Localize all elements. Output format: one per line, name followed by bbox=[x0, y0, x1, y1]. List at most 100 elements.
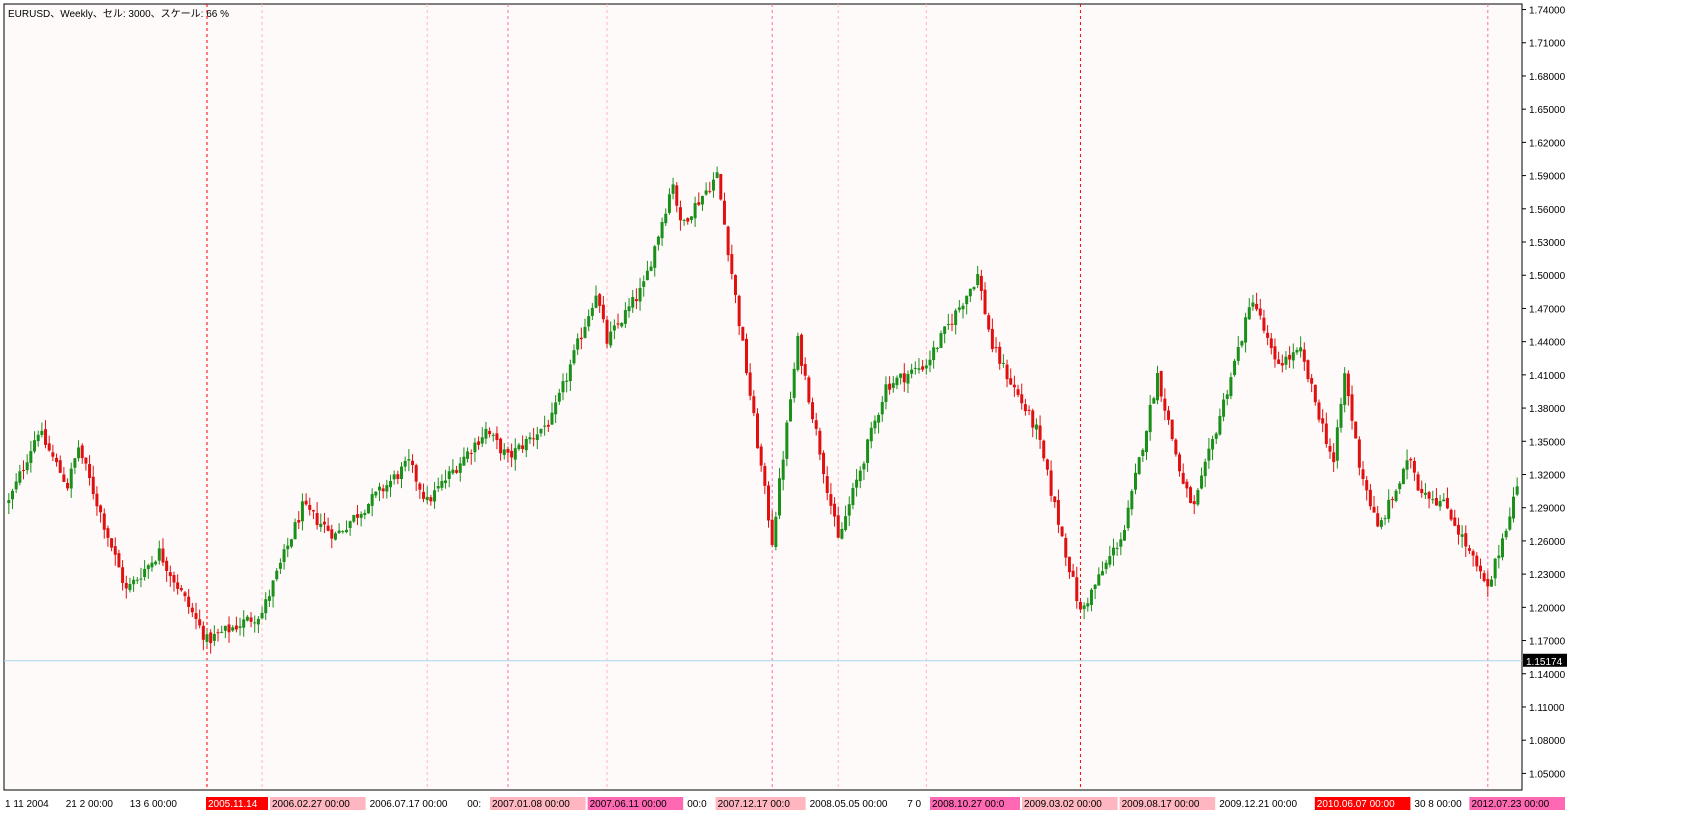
candle-up bbox=[1225, 394, 1229, 399]
candle-down bbox=[176, 582, 180, 589]
candle-up bbox=[1291, 352, 1295, 361]
candle-up bbox=[1251, 302, 1255, 307]
candle-down bbox=[1456, 524, 1460, 535]
candle-up bbox=[943, 326, 947, 334]
candle-up bbox=[528, 437, 532, 440]
candle-up bbox=[212, 633, 216, 641]
candle-down bbox=[994, 347, 998, 349]
candle-down bbox=[1174, 439, 1178, 455]
candle-down bbox=[719, 174, 723, 200]
candle-down bbox=[733, 275, 737, 295]
candle-up bbox=[1511, 496, 1515, 519]
y-tick-label: 1.62000 bbox=[1529, 138, 1566, 149]
candle-up bbox=[910, 369, 914, 374]
candle-down bbox=[1482, 573, 1486, 581]
x-highlight-label-bg bbox=[1314, 797, 1411, 810]
candle-up bbox=[642, 281, 646, 287]
candle-up bbox=[1089, 589, 1093, 606]
candle-down bbox=[124, 582, 128, 589]
candle-up bbox=[344, 529, 348, 533]
candle-up bbox=[1229, 377, 1233, 397]
candle-down bbox=[1321, 418, 1325, 424]
candle-down bbox=[198, 619, 202, 626]
candle-up bbox=[319, 523, 323, 528]
candle-up bbox=[682, 219, 686, 221]
candle-down bbox=[194, 613, 198, 619]
candle-down bbox=[818, 430, 822, 455]
candle-down bbox=[1266, 332, 1270, 338]
candle-down bbox=[322, 521, 326, 525]
candle-up bbox=[781, 459, 785, 480]
candle-up bbox=[36, 434, 40, 442]
candle-up bbox=[774, 516, 778, 548]
candle-down bbox=[44, 429, 48, 445]
candle-down bbox=[1020, 394, 1024, 404]
candle-up bbox=[957, 307, 961, 310]
candle-down bbox=[1372, 506, 1376, 513]
y-tick-label: 1.05000 bbox=[1529, 769, 1566, 780]
x-highlight-label-bg bbox=[490, 797, 586, 810]
candle-down bbox=[998, 346, 1002, 364]
candle-up bbox=[572, 350, 576, 364]
candle-up bbox=[711, 179, 715, 191]
candle-down bbox=[499, 438, 503, 454]
candle-down bbox=[950, 323, 954, 325]
candle-up bbox=[205, 634, 209, 642]
period-separators bbox=[206, 4, 1489, 790]
x-tick-label: 2009.08.17 00:00 bbox=[1122, 799, 1200, 810]
candle-up bbox=[660, 222, 664, 239]
candle-up bbox=[917, 368, 921, 370]
candle-down bbox=[1313, 384, 1317, 403]
candle-down bbox=[825, 476, 829, 494]
candle-down bbox=[488, 430, 492, 435]
candle-up bbox=[337, 530, 341, 534]
candle-up bbox=[1034, 424, 1038, 430]
candle-up bbox=[1460, 534, 1464, 537]
candle-up bbox=[154, 561, 158, 565]
candle-down bbox=[803, 364, 807, 376]
candle-down bbox=[1178, 454, 1182, 472]
candle-down bbox=[495, 433, 499, 441]
candle-down bbox=[84, 457, 88, 464]
candle-down bbox=[1042, 440, 1046, 459]
candle-up bbox=[557, 392, 561, 402]
y-tick-label: 1.26000 bbox=[1529, 537, 1566, 548]
candle-down bbox=[1053, 496, 1057, 503]
y-tick-label: 1.23000 bbox=[1529, 570, 1566, 581]
candle-up bbox=[693, 203, 697, 219]
candle-up bbox=[965, 295, 969, 305]
candle-up bbox=[139, 578, 143, 580]
candle-down bbox=[1317, 402, 1321, 420]
candlesticks bbox=[7, 166, 1519, 654]
candle-up bbox=[664, 213, 668, 224]
candle-up bbox=[348, 521, 352, 528]
candle-up bbox=[484, 428, 488, 439]
x-tick-label: 2006.07.17 00:00 bbox=[370, 799, 448, 810]
y-tick-label: 1.11000 bbox=[1529, 703, 1565, 714]
candle-up bbox=[649, 266, 653, 271]
candle-down bbox=[616, 323, 620, 325]
candle-down bbox=[304, 500, 308, 505]
y-tick-label: 1.74000 bbox=[1529, 6, 1566, 17]
y-tick-label: 1.29000 bbox=[1529, 504, 1566, 515]
candle-up bbox=[627, 306, 631, 312]
candle-up bbox=[869, 427, 873, 442]
candle-down bbox=[737, 295, 741, 327]
candle-up bbox=[1126, 507, 1130, 529]
candle-up bbox=[1379, 520, 1383, 527]
candle-up bbox=[1405, 460, 1409, 470]
candle-up bbox=[341, 531, 345, 533]
candle-down bbox=[172, 575, 176, 583]
candle-down bbox=[315, 513, 319, 526]
candle-down bbox=[1189, 487, 1193, 504]
candle-down bbox=[190, 607, 194, 613]
candle-up bbox=[242, 619, 246, 628]
candle-down bbox=[58, 460, 62, 473]
candle-up bbox=[143, 568, 147, 578]
candle-up bbox=[513, 448, 517, 460]
candle-down bbox=[1445, 497, 1449, 509]
candle-up bbox=[1214, 433, 1218, 439]
x-highlight-label-bg bbox=[1119, 797, 1216, 810]
